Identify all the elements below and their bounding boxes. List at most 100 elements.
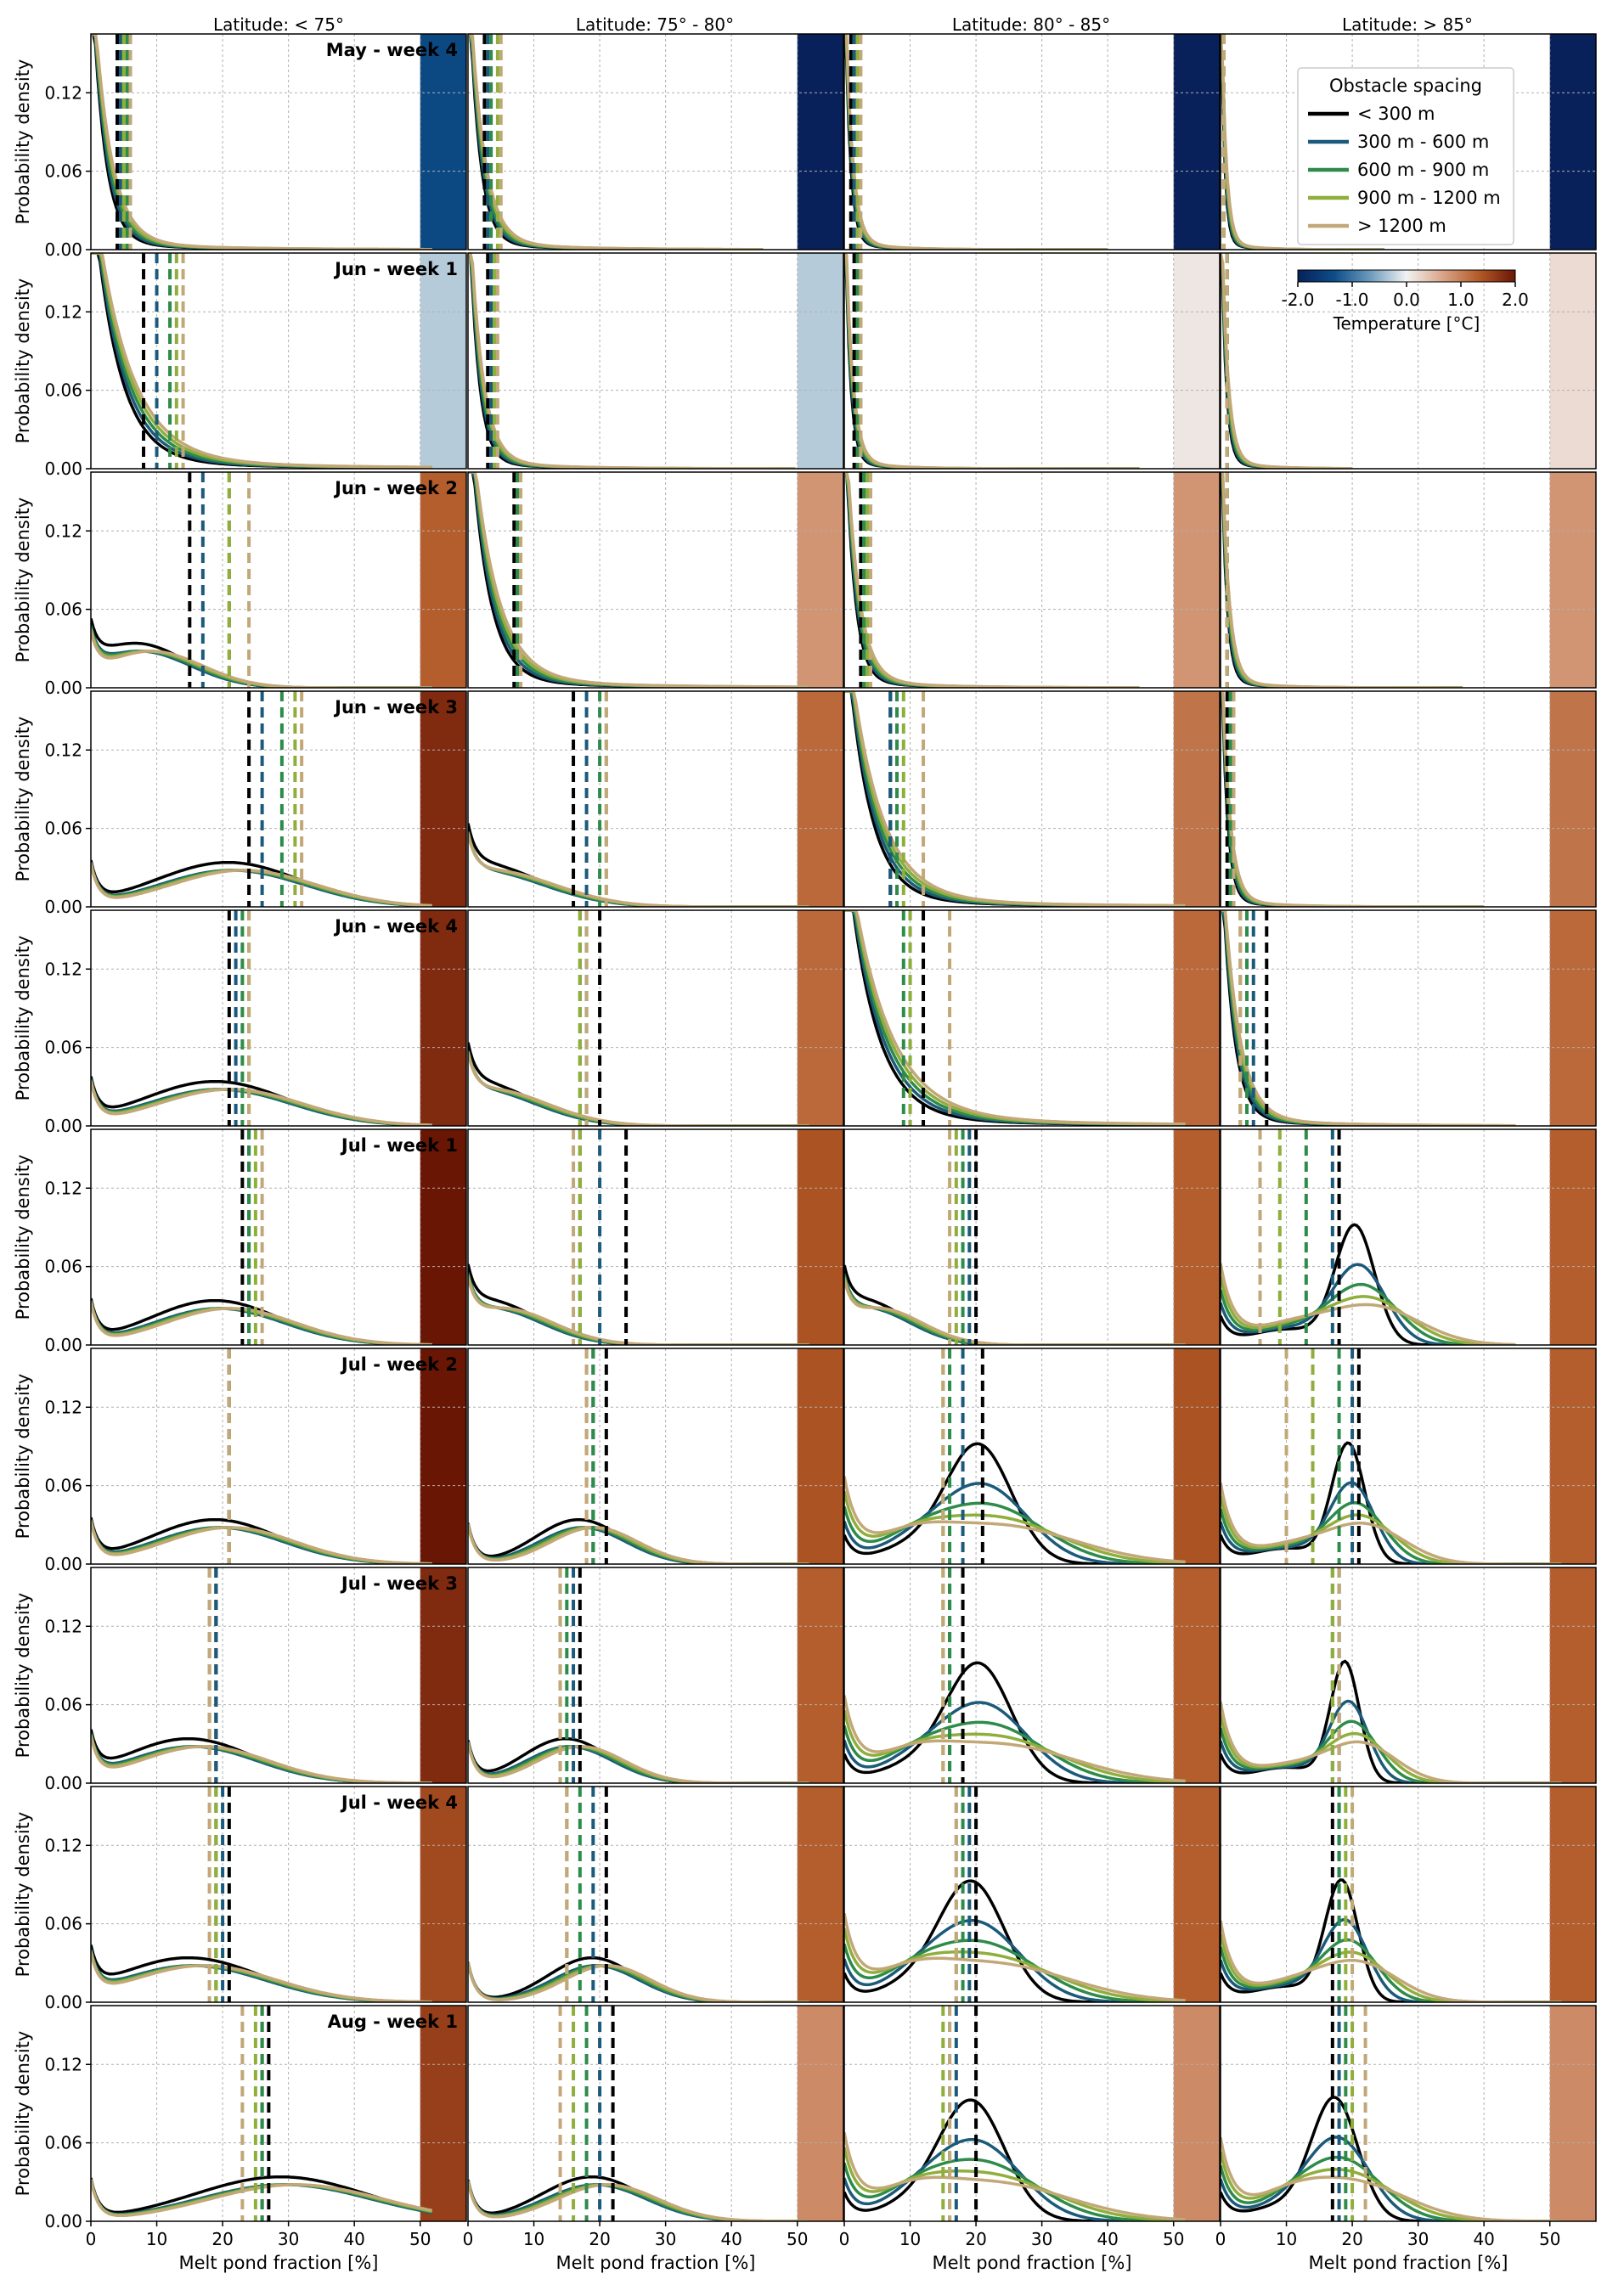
legend-box — [1297, 67, 1514, 245]
panel-frame — [843, 471, 1221, 689]
y-axis-label: Probability density — [13, 279, 33, 444]
temperature-bar — [1549, 253, 1596, 469]
density-curve-3 — [468, 1523, 809, 1564]
y-tick-label: 0.00 — [44, 2211, 82, 2231]
density-curve-3 — [1221, 1933, 1562, 2002]
y-tick-label: 0.06 — [44, 1257, 82, 1277]
temperature-bar — [1173, 910, 1220, 1126]
panel-r3-c1 — [467, 690, 844, 908]
panel-background — [468, 34, 843, 250]
y-axis-label: Probability density — [13, 717, 33, 882]
panel-frame — [1220, 33, 1597, 250]
x-tick-label: 50 — [787, 2229, 808, 2249]
temperature-bar — [797, 1348, 843, 1564]
temperature-bar — [797, 2006, 843, 2221]
panel-r5-c1 — [467, 1128, 844, 1346]
panel-frame — [467, 1128, 844, 1346]
density-curve-4 — [91, 630, 432, 688]
y-tick-label: 0.00 — [44, 239, 82, 260]
legend-title: Obstacle spacing — [1329, 76, 1482, 96]
column-title: Latitude: < 75° — [213, 14, 344, 35]
panel-frame — [90, 252, 467, 470]
panel-r8-c0: Jul - week 4 0.00 0.06 0.12 Probability dens… — [13, 1786, 467, 2012]
y-tick-label: 0.06 — [44, 599, 82, 620]
density-curve-4 — [844, 910, 1186, 1126]
x-tick-label: 10 — [899, 2229, 921, 2249]
temperature-bar — [1173, 1348, 1220, 1564]
density-curve-1 — [468, 1523, 809, 1564]
panel-frame — [90, 909, 467, 1127]
panel-background — [91, 2006, 466, 2221]
panel-r8-c3 — [1220, 1786, 1597, 2003]
y-tick-label: 0.06 — [44, 1914, 82, 1934]
column-title: Latitude: 80° - 85° — [952, 14, 1110, 35]
panel-background — [1221, 1567, 1596, 1783]
temperature-bar — [420, 253, 466, 469]
y-tick-label: 0.06 — [44, 819, 82, 839]
y-tick-label: 0.00 — [44, 1992, 82, 2012]
density-curve-2 — [1221, 1938, 1562, 2002]
temperature-bar — [1549, 2006, 1596, 2221]
y-axis-label: Probability density — [13, 1593, 33, 1759]
panel-r5-c2 — [843, 1128, 1221, 1346]
row-title: Jul - week 1 — [340, 1135, 458, 1156]
y-axis-label: Probability density — [13, 936, 33, 1101]
y-tick-label: 0.12 — [44, 740, 82, 760]
panel-frame — [90, 471, 467, 689]
y-tick-label: 0.00 — [44, 678, 82, 698]
panel-r5-c0: Jul - week 1 0.00 0.06 0.12 Probability dens… — [13, 1128, 467, 1355]
panel-r1-c1 — [467, 252, 844, 470]
temperature-bar — [1173, 2006, 1220, 2221]
y-tick-label: 0.06 — [44, 2133, 82, 2153]
x-tick-label: 20 — [1341, 2229, 1362, 2249]
panel-frame — [467, 252, 844, 470]
density-curve-4 — [91, 253, 432, 469]
density-curve-2 — [468, 1742, 809, 1783]
y-tick-label: 0.00 — [44, 1554, 82, 1574]
panel-background — [1221, 472, 1596, 688]
density-curve-4 — [844, 1695, 1186, 1783]
temperature-bar — [420, 34, 466, 250]
temperature-bar — [1549, 1129, 1596, 1345]
colorbar-label: Temperature [°C] — [1333, 313, 1480, 334]
legend-label: 600 m - 900 m — [1357, 160, 1489, 180]
x-tick-label: 50 — [409, 2229, 431, 2249]
density-curve-4 — [1221, 1263, 1516, 1345]
panel-frame — [467, 471, 844, 689]
panel-background — [468, 691, 843, 907]
panel-frame — [467, 690, 844, 908]
panel-r7-c1 — [467, 1567, 844, 1784]
x-tick-label: 0 — [1215, 2229, 1226, 2249]
row-title: May - week 4 — [326, 40, 458, 60]
panel-r2-c3 — [1220, 471, 1597, 689]
y-axis-label: Probability density — [13, 59, 33, 225]
x-tick-label: 30 — [1031, 2229, 1052, 2249]
panel-frame — [90, 2005, 467, 2222]
y-tick-label: 0.06 — [44, 1695, 82, 1715]
panel-background — [91, 1129, 466, 1345]
temperature-bar — [1549, 691, 1596, 907]
panel-r4-c0: Jun - week 4 0.00 0.06 0.12 Probability dens… — [13, 909, 467, 1136]
panel-background — [91, 253, 466, 469]
colorbar-tick-label: -2.0 — [1281, 290, 1314, 310]
y-axis-label: Probability density — [13, 1374, 33, 1539]
panel-r7-c3 — [1220, 1567, 1597, 1784]
temperature-bar — [1549, 1348, 1596, 1564]
panel-r0-c1 — [467, 33, 844, 250]
x-axis-label: Melt pond fraction [%] — [933, 2253, 1132, 2273]
panel-frame — [90, 690, 467, 908]
panel-background — [1221, 1129, 1596, 1345]
temperature-colorbar: -2.0 -1.0 0.0 1.0 2.0 Temperature [°C] — [1281, 269, 1529, 334]
temperature-bar — [1173, 472, 1220, 688]
panel-r5-c3 — [1220, 1128, 1597, 1346]
y-tick-label: 0.00 — [44, 897, 82, 917]
panel-r3-c3 — [1220, 690, 1597, 908]
x-tick-label: 40 — [720, 2229, 741, 2249]
panel-frame — [467, 1786, 844, 2003]
y-tick-label: 0.12 — [44, 1178, 82, 1198]
panel-background — [1221, 253, 1596, 469]
panel-background — [468, 1787, 843, 2002]
density-curve-2 — [1221, 2155, 1562, 2221]
x-tick-label: 40 — [1473, 2229, 1494, 2249]
panel-background — [468, 253, 843, 469]
